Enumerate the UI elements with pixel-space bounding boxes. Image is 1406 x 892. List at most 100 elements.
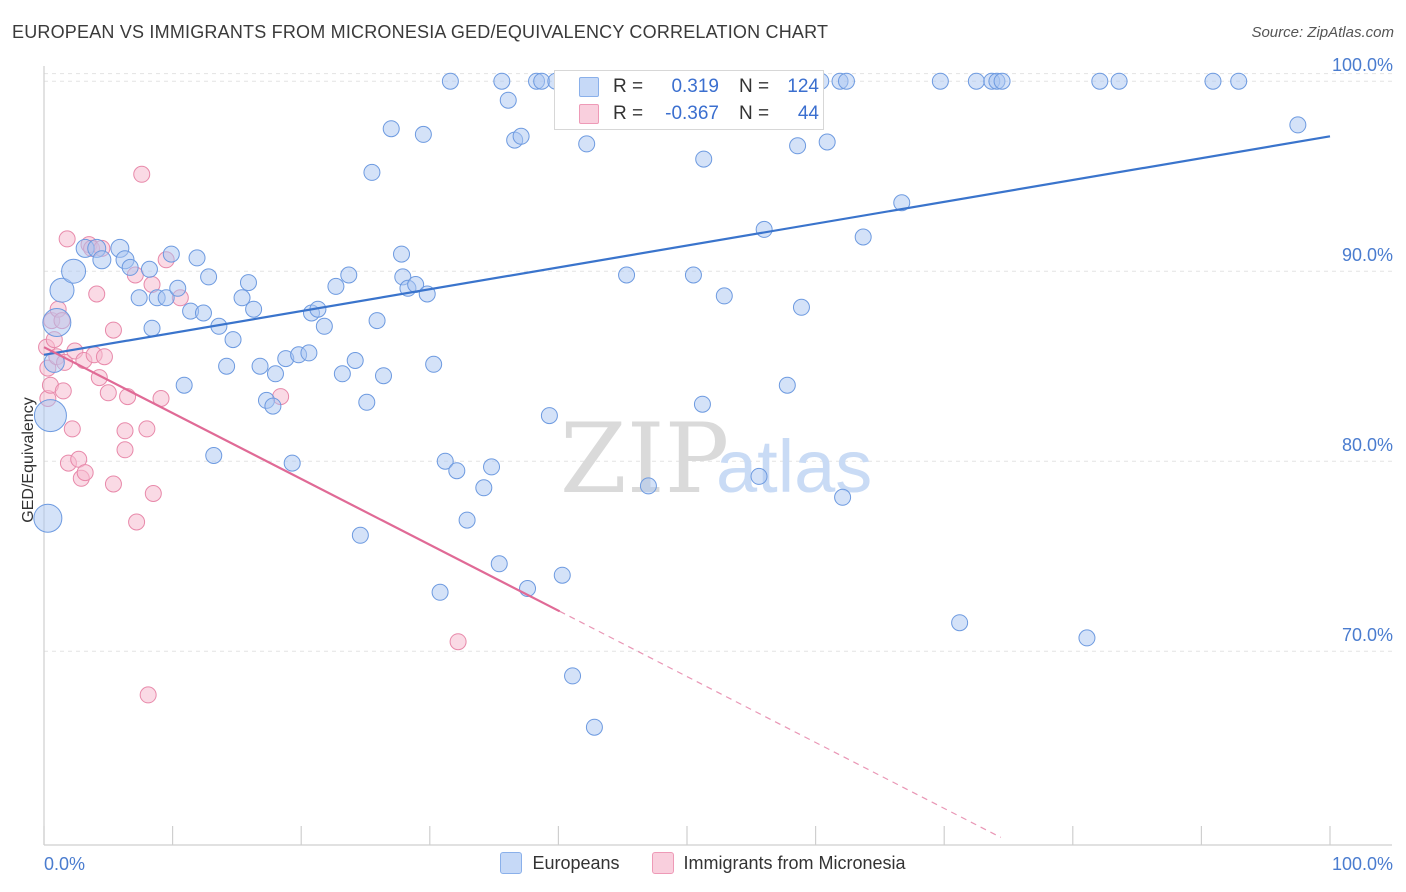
data-point-micronesia — [95, 348, 113, 366]
trend-line-europeans — [43, 135, 1331, 356]
data-point-europeans — [143, 319, 161, 337]
data-point-micronesia — [76, 464, 94, 482]
y-axis-label: GED/Equivalency — [20, 397, 37, 522]
stats-n-value: 124 — [787, 76, 819, 97]
chart-title: EUROPEAN VS IMMIGRANTS FROM MICRONESIA G… — [12, 22, 829, 42]
stats-r-value: 0.319 — [671, 76, 719, 97]
data-point-europeans — [363, 163, 381, 181]
data-point-europeans — [431, 583, 449, 601]
data-point-europeans — [61, 258, 87, 284]
data-point-europeans — [264, 397, 282, 415]
data-point-micronesia — [58, 230, 76, 248]
data-point-europeans — [578, 135, 596, 153]
data-point-europeans — [639, 477, 657, 495]
data-point-europeans — [1289, 116, 1307, 134]
data-point-europeans — [121, 258, 139, 276]
data-point-europeans — [475, 479, 493, 497]
stats-row-europeans: R = 0.319 N = 124 — [555, 74, 819, 100]
data-point-europeans — [792, 298, 810, 316]
data-point-europeans — [755, 220, 773, 238]
legend-label: Europeans — [532, 852, 620, 873]
data-point-europeans — [818, 133, 836, 151]
data-point-europeans — [490, 555, 508, 573]
axes — [43, 66, 1392, 846]
data-point-micronesia — [449, 633, 467, 651]
data-point-europeans — [169, 279, 187, 297]
data-point-europeans — [837, 72, 855, 90]
data-point-europeans — [340, 266, 358, 284]
data-point-europeans — [834, 488, 852, 506]
data-point-europeans — [931, 72, 949, 90]
y-tick-label: 100.0% — [1332, 55, 1393, 75]
data-point-europeans — [695, 150, 713, 168]
data-point-micronesia — [116, 441, 134, 459]
data-point-europeans — [218, 357, 236, 375]
data-point-europeans — [42, 308, 72, 337]
data-point-europeans — [33, 399, 67, 433]
data-point-europeans — [789, 137, 807, 155]
stats-n-label: N = — [739, 76, 770, 97]
data-point-europeans — [368, 312, 386, 330]
data-point-europeans — [157, 289, 175, 307]
data-point-europeans — [512, 127, 530, 145]
data-point-europeans — [375, 367, 393, 385]
data-point-europeans — [585, 718, 603, 736]
data-point-europeans — [1078, 629, 1096, 647]
data-point-europeans — [162, 245, 180, 263]
data-point-europeans — [1204, 72, 1222, 90]
data-point-europeans — [540, 407, 558, 425]
stats-row-micronesia: R = -0.367 N = 44 — [555, 101, 819, 127]
watermark-zip: ZIP — [560, 403, 729, 515]
stats-r-label: R = — [613, 76, 644, 97]
data-point-europeans — [188, 249, 206, 267]
data-point-micronesia — [138, 420, 156, 438]
stats-r-value: -0.367 — [665, 103, 719, 124]
trend-lines — [43, 135, 1331, 838]
trend-line-micronesia — [43, 346, 561, 613]
data-point-europeans — [533, 72, 551, 90]
data-point-europeans — [358, 393, 376, 411]
stats-n-label: N = — [739, 103, 770, 124]
data-point-europeans — [239, 274, 257, 292]
data-point-europeans — [967, 72, 985, 90]
data-point-europeans — [382, 120, 400, 138]
data-point-europeans — [283, 454, 301, 472]
data-point-europeans — [1110, 72, 1128, 90]
data-point-europeans — [33, 503, 63, 533]
data-point-europeans — [333, 365, 351, 383]
stats-n-value: 44 — [797, 103, 819, 124]
stats-swatch-pink — [579, 104, 599, 124]
y-tick-label: 70.0% — [1342, 625, 1393, 645]
data-point-micronesia — [133, 165, 151, 183]
data-point-europeans — [414, 125, 432, 143]
data-point-europeans — [346, 352, 364, 369]
data-point-europeans — [553, 566, 571, 584]
data-point-europeans — [951, 614, 969, 632]
data-point-europeans — [436, 452, 454, 470]
data-point-europeans — [266, 365, 284, 383]
data-point-europeans — [499, 91, 517, 109]
legend-swatch-blue — [500, 852, 523, 874]
data-point-europeans — [92, 250, 112, 270]
data-point-europeans — [684, 266, 702, 284]
data-point-europeans — [245, 300, 263, 318]
data-point-micronesia — [63, 420, 81, 438]
x-tick-label: 0.0% — [44, 854, 85, 874]
legend: Europeans Immigrants from Micronesia — [0, 852, 1406, 874]
data-point-europeans — [893, 194, 911, 212]
data-point-europeans — [233, 289, 251, 307]
x-tick-label: 100.0% — [1332, 854, 1393, 874]
data-point-europeans — [750, 467, 768, 485]
legend-item-micronesia[interactable]: Immigrants from Micronesia — [651, 852, 906, 874]
data-point-europeans — [693, 395, 711, 413]
data-point-micronesia — [139, 686, 157, 704]
data-point-europeans — [393, 245, 411, 263]
data-point-micronesia — [99, 384, 117, 402]
data-point-europeans — [194, 304, 212, 322]
data-point-micronesia — [128, 513, 146, 531]
stats-r-label: R = — [613, 103, 644, 124]
data-point-europeans — [224, 331, 242, 349]
data-point-micronesia — [116, 422, 134, 440]
legend-item-europeans[interactable]: Europeans — [500, 852, 620, 874]
data-point-micronesia — [104, 475, 122, 493]
